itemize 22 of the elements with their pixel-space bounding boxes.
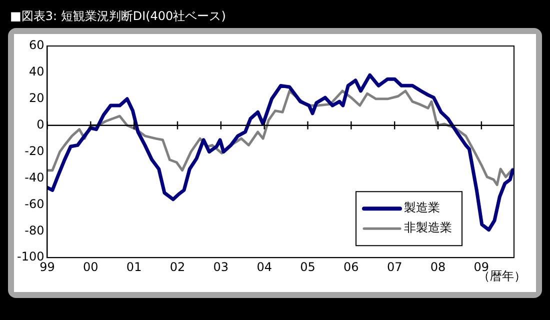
legend-label: 製造業 xyxy=(404,200,440,215)
y-tick-label: -80 xyxy=(24,223,44,238)
x-tick-label: 03 xyxy=(213,260,229,274)
y-tick-label: 20 xyxy=(28,91,44,106)
chart-title: ■図表3: 短観業況判断DI(400社ベース) xyxy=(9,8,227,25)
y-tick-label: -40 xyxy=(24,170,44,184)
x-tick-label: 06 xyxy=(344,260,359,274)
x-tick-label: 02 xyxy=(170,260,186,274)
y-tick-label: 60 xyxy=(28,38,44,52)
y-tick-label: 40 xyxy=(28,64,44,79)
x-tick-label: 07 xyxy=(386,260,402,274)
y-tick-label: -60 xyxy=(24,196,44,211)
x-tick-label: 04 xyxy=(256,260,272,274)
x-tick-label: 09 xyxy=(474,260,490,274)
y-tick-label: -20 xyxy=(24,144,44,158)
x-tick-label: 05 xyxy=(300,260,316,274)
x-tick-label: 99 xyxy=(40,260,55,274)
y-tick-label: 0 xyxy=(36,117,44,132)
x-tick-label: 08 xyxy=(430,260,446,274)
legend-label: 非製造業 xyxy=(404,220,452,235)
x-tick-label: 01 xyxy=(126,260,142,274)
x-tick-label: 00 xyxy=(83,260,98,274)
